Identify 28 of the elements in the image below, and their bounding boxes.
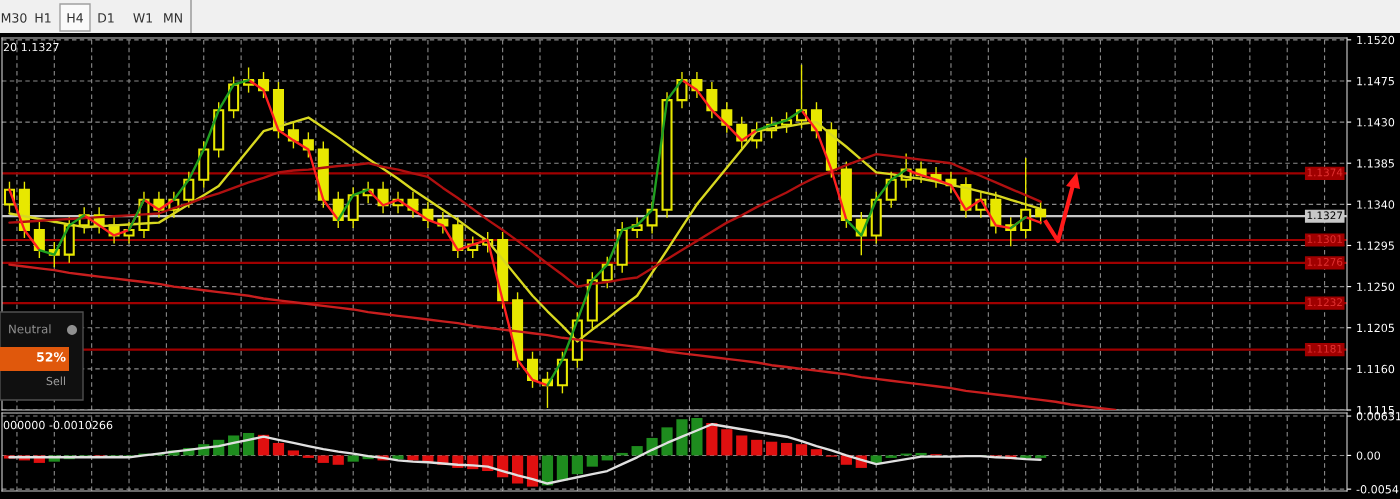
ref-line-label: 1.1327 — [1307, 211, 1343, 220]
annotation: Neutral — [9, 324, 51, 334]
y-tick-label: 1.1160 — [1357, 364, 1395, 374]
y-tick-label: 1.1385 — [1357, 159, 1394, 168]
y-tick-label: 1.1430 — [1357, 118, 1395, 127]
text: D1 — [98, 13, 114, 23]
text: H4 — [67, 13, 83, 23]
annotation: 52% — [37, 352, 66, 362]
ref-line-label: 1.1181 — [1307, 344, 1342, 353]
text: M30 — [1, 13, 27, 23]
y-tick-label: 0.00 — [1356, 451, 1381, 460]
y-tick-label: 1.1250 — [1357, 282, 1395, 291]
y-tick-label: 1.1295 — [1357, 241, 1394, 250]
annotation: Sell — [46, 376, 65, 386]
ref-line-label: 1.1276 — [1307, 257, 1343, 266]
y-tick-label: 1.1340 — [1357, 200, 1395, 209]
annotation: 000000 -0.0010266 — [3, 420, 113, 430]
y-tick-label: 1.1520 — [1357, 35, 1395, 45]
y-tick-label: 1.1205 — [1357, 323, 1394, 333]
y-tick-label: -0.0054 — [1356, 485, 1399, 494]
annotation: 20 1.1327 — [3, 42, 59, 52]
ref-line-label: 1.1374 — [1307, 168, 1343, 177]
text: MN — [164, 13, 182, 23]
text: W1 — [133, 13, 152, 23]
y-tick-label: 1.1475 — [1357, 77, 1394, 86]
ref-line-label: 1.1232 — [1307, 298, 1342, 307]
text: H1 — [35, 13, 51, 23]
ref-line-label: 1.1301 — [1307, 235, 1342, 244]
